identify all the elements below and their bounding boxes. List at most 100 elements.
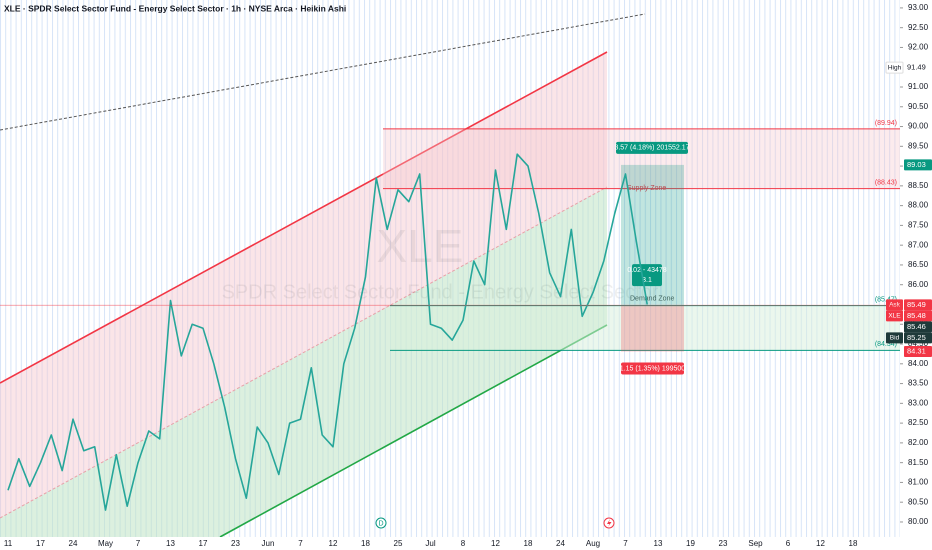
y-tick-label: 90.50 bbox=[908, 102, 929, 111]
y-tick-label: 86.00 bbox=[908, 280, 929, 289]
x-tick-label: 7 bbox=[298, 539, 303, 548]
price-badge bbox=[904, 299, 932, 311]
supply-zone bbox=[383, 128, 905, 189]
level-label: (89.94) bbox=[875, 120, 897, 127]
y-tick-label: 92.50 bbox=[908, 23, 929, 32]
y-tick-label: 84.50 bbox=[908, 339, 929, 348]
supply-zone-label: Supply Zone bbox=[627, 185, 666, 192]
x-tick-label: 6 bbox=[786, 539, 791, 548]
y-tick-label: 81.50 bbox=[908, 458, 929, 467]
x-tick-label: Sep bbox=[748, 539, 763, 548]
level-label: (85.47) bbox=[875, 297, 897, 304]
price-tag-label: Bid bbox=[890, 335, 900, 342]
y-tick-label: 80.00 bbox=[908, 517, 929, 526]
stop-badge bbox=[621, 362, 684, 375]
x-tick-label: 24 bbox=[69, 539, 78, 548]
x-tick-label: 18 bbox=[524, 539, 533, 548]
channel-upper-fill bbox=[0, 52, 607, 518]
y-tick-label: 90.00 bbox=[908, 122, 929, 131]
price-badge bbox=[904, 332, 932, 344]
demand-zone-label: Demand Zone bbox=[630, 296, 674, 303]
y-tick-label: 88.50 bbox=[908, 181, 929, 190]
channel-mid bbox=[0, 186, 608, 519]
stop-box bbox=[621, 306, 684, 352]
x-tick-label: 7 bbox=[623, 539, 628, 548]
price-badge bbox=[904, 62, 932, 74]
x-tick-label: 13 bbox=[166, 539, 175, 548]
x-tick-label: 23 bbox=[719, 539, 728, 548]
x-tick-label: 19 bbox=[686, 539, 695, 548]
target-badge bbox=[616, 141, 688, 154]
y-tick-label: 83.50 bbox=[908, 379, 929, 388]
y-tick-label: 81.00 bbox=[908, 478, 929, 487]
trend-line bbox=[0, 13, 646, 131]
event-marker bbox=[375, 517, 387, 529]
x-tick-label: 12 bbox=[491, 539, 500, 548]
price-tag bbox=[886, 332, 903, 344]
y-tick-label: 93.00 bbox=[908, 3, 929, 12]
price-axis bbox=[900, 0, 932, 550]
price-label: 85.46 bbox=[907, 322, 926, 331]
x-tick-label: 12 bbox=[329, 539, 338, 548]
x-tick-label: 17 bbox=[199, 539, 208, 548]
x-tick-label: Jul bbox=[425, 539, 435, 548]
price-label: 85.48 bbox=[907, 311, 926, 320]
y-tick-label: 89.50 bbox=[908, 141, 929, 150]
y-tick-label: 83.00 bbox=[908, 398, 929, 407]
x-tick-label: 23 bbox=[231, 539, 240, 548]
x-tick-label: May bbox=[98, 539, 113, 548]
price-label: 84.31 bbox=[907, 347, 926, 356]
x-tick-label: 7 bbox=[136, 539, 141, 548]
x-tick-label: Aug bbox=[586, 539, 600, 548]
channel-upper bbox=[0, 51, 608, 384]
price-badge bbox=[904, 159, 932, 171]
price-badge bbox=[904, 321, 932, 333]
price-line bbox=[7, 153, 648, 511]
ratio-text: 3.1 bbox=[642, 277, 652, 284]
y-tick-label: 80.50 bbox=[908, 497, 929, 506]
y-tick-label: 88.00 bbox=[908, 201, 929, 210]
price-tag bbox=[886, 310, 903, 322]
x-tick-label: 8 bbox=[461, 539, 466, 548]
level-label: (88.43) bbox=[875, 179, 897, 186]
price-tag-label: High bbox=[888, 64, 902, 71]
price-label: 89.03 bbox=[907, 160, 926, 169]
x-tick-label: 18 bbox=[361, 539, 370, 548]
demand-zone bbox=[390, 305, 900, 351]
y-tick-label: 87.00 bbox=[908, 240, 929, 249]
x-tick-label: 13 bbox=[654, 539, 663, 548]
stop-text: 1.15 (1.35%) 199500 bbox=[620, 365, 685, 372]
levels: (89.94) (88.43) (85.47) (84.34) Supply Zone D… bbox=[383, 120, 905, 375]
level-label: (84.34) bbox=[875, 341, 897, 348]
series bbox=[7, 153, 648, 511]
x-tick-label: 24 bbox=[556, 539, 565, 548]
x-tick-label: 18 bbox=[849, 539, 858, 548]
y-tick-label: 91.00 bbox=[908, 82, 929, 91]
y-tick-label: 84.00 bbox=[908, 359, 929, 368]
price-label: 91.49 bbox=[907, 63, 926, 72]
watermark: XLE bbox=[377, 220, 464, 272]
channel-lower bbox=[219, 324, 608, 538]
x-tick-label: Jun bbox=[262, 539, 275, 548]
position-badge bbox=[632, 264, 662, 287]
y-tick-label: 87.50 bbox=[908, 221, 929, 230]
chart-title: XLE · SPDR Select Sector Fund - Energy S… bbox=[4, 3, 346, 13]
event-label: D bbox=[378, 520, 383, 527]
price-label: 85.25 bbox=[907, 333, 926, 342]
price-tag-label: XLE bbox=[888, 313, 901, 320]
time-axis bbox=[0, 537, 900, 550]
price-label: 85.49 bbox=[907, 300, 926, 309]
watermark-subtitle: SPDR Select Sector Fund - Energy Select … bbox=[222, 281, 659, 303]
target-text: 3.57 (4.18%) 201552.17 bbox=[614, 145, 689, 152]
lightning-icon bbox=[607, 519, 612, 527]
x-tick-label: 12 bbox=[816, 539, 825, 548]
y-tick-label: 82.00 bbox=[908, 438, 929, 447]
price-badge bbox=[904, 310, 932, 322]
x-tick-label: 17 bbox=[36, 539, 45, 548]
x-tick-label: 25 bbox=[394, 539, 403, 548]
y-tick-label: 82.50 bbox=[908, 418, 929, 427]
channel-lower-fill bbox=[0, 187, 607, 537]
y-tick-label: 92.00 bbox=[908, 43, 929, 52]
position-text: 0.02 ‑ 43478 bbox=[627, 267, 666, 274]
